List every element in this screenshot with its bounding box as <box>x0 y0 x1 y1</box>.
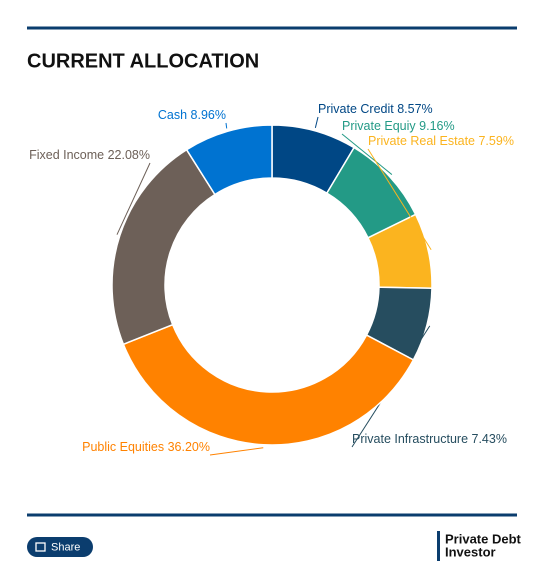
slice-category: Fixed Income <box>29 148 104 162</box>
slice-category: Private Equiy <box>342 119 416 133</box>
slice-label: Cash 8.96% <box>158 108 226 122</box>
slice-value: 36.20% <box>168 440 210 454</box>
slice-category: Public Equities <box>82 440 164 454</box>
leader-line <box>367 148 432 250</box>
share-icon <box>35 542 46 552</box>
logo-line: Private Debt <box>445 531 522 546</box>
slice-value: 9.16% <box>419 119 454 133</box>
logo-line: Investor <box>445 544 496 559</box>
slice-label: Private Equiy 9.16% <box>342 119 455 133</box>
slice <box>122 323 415 446</box>
leader-line <box>341 133 393 175</box>
slice-label: Fixed Income 22.08% <box>29 148 150 162</box>
slice-category: Private Real Estate <box>368 134 475 148</box>
slice-label: Private Real Estate 7.59% <box>368 134 514 148</box>
slice-value: 7.59% <box>478 134 513 148</box>
slice-value: 22.08% <box>108 148 150 162</box>
slice-value: 8.57% <box>397 102 432 116</box>
leader-line <box>116 162 151 235</box>
slice-label: Private Infrastructure 7.43% <box>352 432 507 446</box>
slice-label: Private Credit 8.57% <box>318 102 433 116</box>
logo-bar <box>437 531 440 561</box>
slice-category: Cash <box>158 108 187 122</box>
share-label[interactable]: Share <box>51 541 80 553</box>
slice-category: Private Infrastructure <box>352 432 468 446</box>
slice-category: Private Credit <box>318 102 394 116</box>
leader-line <box>209 447 264 456</box>
leader-line <box>225 122 228 129</box>
slice-value: 7.43% <box>472 432 507 446</box>
slice-value: 8.96% <box>191 108 226 122</box>
slice <box>185 124 273 196</box>
chart-title: CURRENT ALLOCATION <box>27 50 259 72</box>
share-button[interactable]: Share <box>27 537 93 557</box>
leader-line <box>314 116 319 128</box>
slice-label: Public Equities 36.20% <box>82 440 210 454</box>
share-bg[interactable] <box>27 537 93 557</box>
slice <box>111 148 216 346</box>
